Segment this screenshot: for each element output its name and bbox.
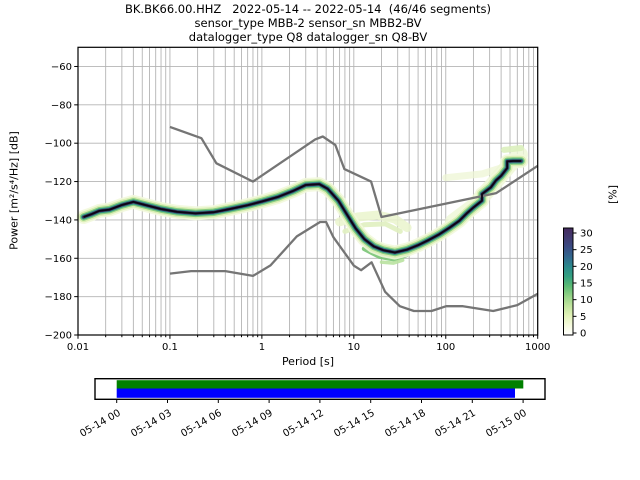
colorbar-label: [%] (606, 184, 620, 205)
timeline-coverage (94, 378, 546, 403)
plot-title: BK.BK66.00.HHZ 2022-05-14 -- 2022-05-14 … (124, 2, 492, 16)
x-axis-label: Period [s] (281, 355, 335, 368)
plot-grid (77, 47, 539, 335)
x-tick-label: 1 (259, 342, 265, 353)
x-tick-label: 1000 (525, 342, 550, 353)
timeline-data-bar (116, 388, 515, 398)
colorbar-tick-label: 30 (580, 229, 593, 240)
colorbar-tick-label: 5 (580, 312, 586, 323)
colorbar-tick-label: 15 (580, 279, 593, 290)
ppsd-mode-line (83, 160, 522, 254)
y-tick-label: −160 (45, 254, 72, 265)
y-tick-label: −60 (51, 62, 72, 73)
y-tick-label: −180 (45, 292, 72, 303)
axes-frame (77, 46, 539, 336)
y-tick-label: −120 (45, 177, 72, 188)
x-tick-label: 10 (347, 342, 360, 353)
timeline-coverage-bar (116, 380, 524, 389)
colorbar-tick-label: 25 (580, 245, 593, 256)
x-tick-label: 100 (436, 342, 455, 353)
y-axis-label: Power [m²/s⁴/Hz] [dB] (7, 131, 21, 250)
plot-subtitle-datalogger: datalogger_type Q8 datalogger_sn Q8-BV (188, 30, 428, 44)
y-tick-label: −200 (45, 331, 72, 342)
noise-model-high-curve (169, 125, 539, 219)
x-axis-ticks (77, 335, 539, 339)
colorbar-tick-label: 0 (580, 329, 586, 340)
x-tick-label: 0.1 (162, 342, 178, 353)
noise-model-low-curve (169, 220, 539, 313)
plot-subtitle-sensor: sensor_type MBB-2 sensor_sn MBB2-BV (194, 16, 422, 30)
colorbar-gradient (563, 227, 574, 336)
y-tick-label: −140 (45, 215, 72, 226)
y-tick-label: −100 (45, 139, 72, 150)
colorbar-tick-label: 10 (580, 295, 593, 306)
colorbar-tick-label: 20 (580, 262, 593, 273)
y-axis-ticks (74, 65, 78, 336)
colorbar: 0 5 10 15 20 25 30 (563, 227, 593, 340)
y-tick-label: −80 (51, 100, 72, 111)
x-tick-label: 0.01 (67, 342, 89, 353)
